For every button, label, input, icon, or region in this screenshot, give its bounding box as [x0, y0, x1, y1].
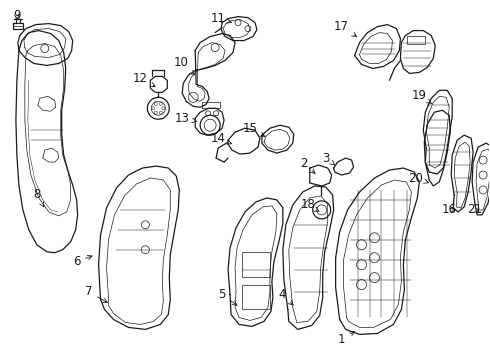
Text: 6: 6	[73, 255, 92, 268]
Text: 16: 16	[441, 203, 457, 216]
Text: 4: 4	[278, 288, 293, 305]
Text: 14: 14	[211, 132, 232, 145]
Text: 1: 1	[338, 332, 354, 346]
Text: 3: 3	[322, 152, 335, 165]
Text: 15: 15	[243, 122, 265, 136]
Text: 21: 21	[467, 203, 483, 216]
Text: 8: 8	[33, 188, 44, 207]
Text: 5: 5	[219, 288, 237, 305]
Text: 10: 10	[174, 56, 195, 75]
Text: 19: 19	[412, 89, 432, 104]
Text: 7: 7	[85, 285, 107, 303]
Bar	[242, 285, 270, 310]
Bar	[242, 252, 270, 276]
Text: 9: 9	[13, 9, 21, 22]
Text: 2: 2	[300, 157, 315, 174]
Text: 18: 18	[300, 198, 319, 211]
Bar	[407, 36, 425, 44]
Text: 11: 11	[211, 12, 231, 25]
Text: 20: 20	[408, 171, 429, 185]
Text: 13: 13	[175, 112, 196, 125]
Text: 12: 12	[133, 72, 155, 86]
Text: 17: 17	[334, 20, 356, 36]
